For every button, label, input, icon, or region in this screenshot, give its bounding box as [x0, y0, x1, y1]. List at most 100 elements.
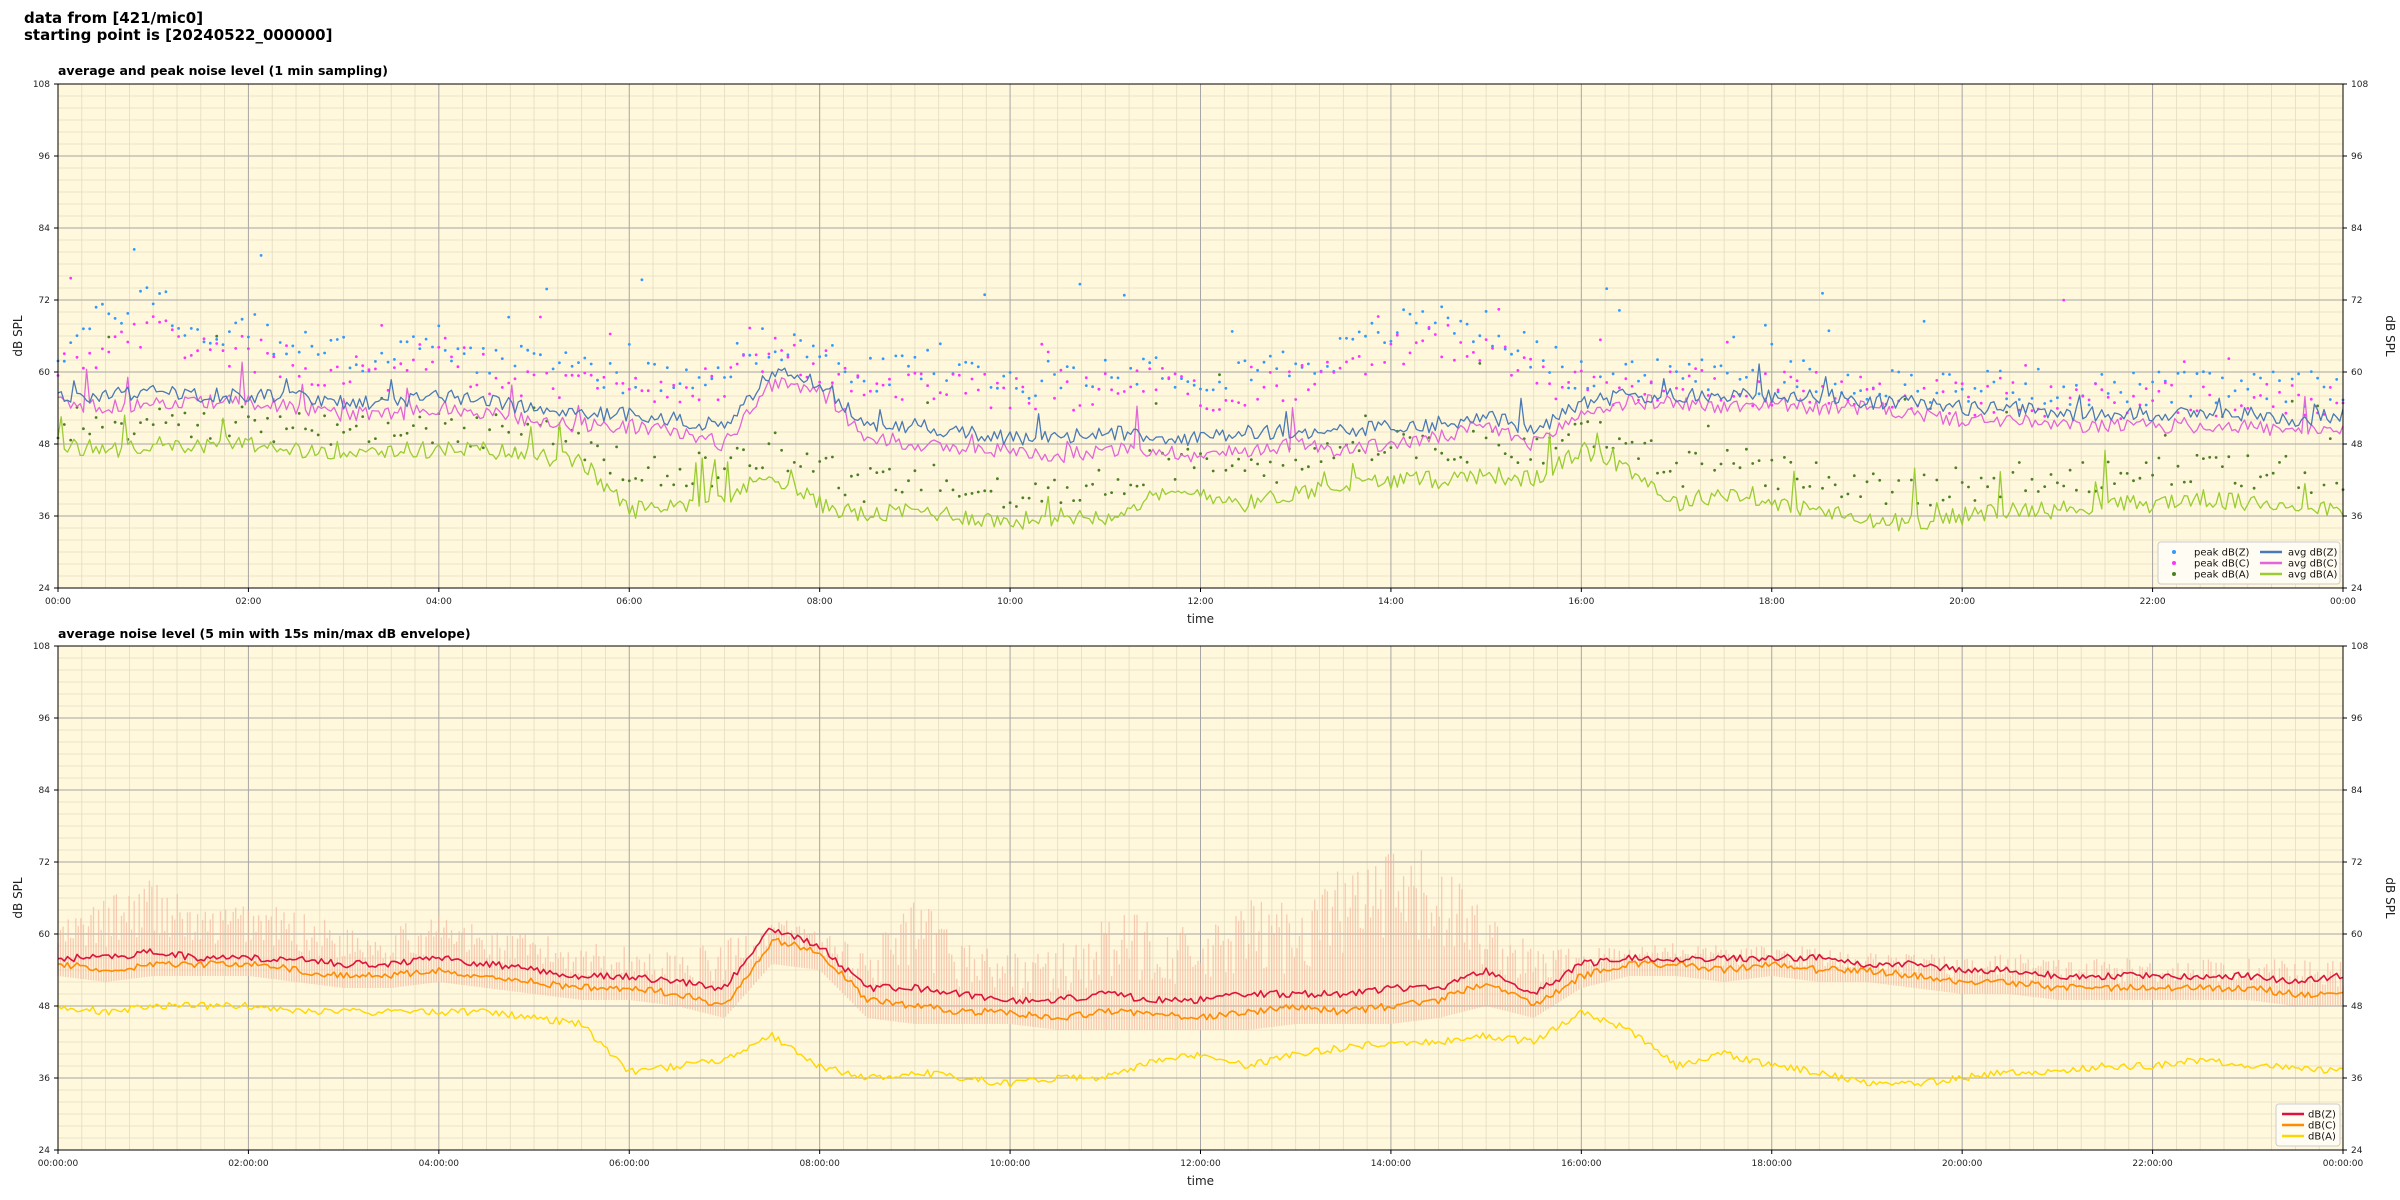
peak-dbc-point — [1027, 401, 1031, 405]
peak-dbc-point — [1256, 397, 1259, 401]
peak-dbc-point — [653, 400, 656, 403]
peak-dbc-point — [1313, 382, 1317, 386]
peak-dbz-point — [831, 344, 834, 347]
peak-dbc-point — [1389, 342, 1393, 346]
peak-dba-point — [1370, 458, 1374, 462]
peak-dbz-point — [539, 353, 542, 357]
peak-dba-point — [266, 416, 269, 420]
peak-dba-point — [583, 458, 587, 462]
peak-dbc-point — [2157, 389, 2161, 393]
peak-dbz-point — [900, 354, 904, 358]
peak-dba-point — [2056, 481, 2059, 485]
peak-dbc-point — [2100, 388, 2104, 392]
peak-dbz-point — [297, 350, 301, 354]
peak-dbc-point — [1433, 333, 1437, 336]
peak-dba-point — [2125, 472, 2129, 475]
peak-dbz-point — [1510, 352, 1513, 356]
peak-dbc-point — [970, 377, 974, 381]
peak-dbz-point — [380, 351, 384, 355]
peak-dbz-point — [1757, 392, 1761, 396]
y-tick-label-right: 84 — [2351, 224, 2363, 234]
peak-dbc-point — [424, 368, 428, 371]
peak-dbz-point — [1161, 377, 1164, 380]
peak-dbc-point — [2144, 387, 2148, 390]
y-tick-label-right: 108 — [2351, 642, 2368, 652]
peak-dbc-point — [310, 383, 314, 386]
peak-dba-point — [1053, 478, 1056, 482]
peak-dba-point — [1618, 437, 1621, 441]
peak-dbc-point — [1871, 387, 1875, 391]
peak-dbz-point — [2227, 395, 2231, 398]
peak-dba-point — [2202, 457, 2205, 460]
peak-dbz-point — [75, 334, 79, 337]
peak-dbz-point — [646, 361, 650, 365]
peak-dbc-point — [2195, 409, 2199, 413]
peak-dbz-point — [659, 389, 663, 393]
peak-dbz-point — [1129, 366, 1133, 370]
y-tick-label: 60 — [39, 368, 51, 378]
peak-dba-point — [1675, 461, 1678, 465]
peak-dbz-point — [545, 287, 549, 291]
peak-dbz-point — [1230, 330, 1234, 333]
peak-dba-point — [69, 438, 73, 442]
peak-dba-point — [799, 465, 802, 468]
peak-dbc-point — [431, 360, 434, 364]
peak-dbc-point — [2328, 386, 2332, 389]
peak-dbc-point — [583, 371, 587, 375]
peak-dbc-point — [1725, 340, 1729, 344]
peak-dba-point — [615, 445, 618, 449]
peak-dbc-point — [983, 372, 987, 376]
peak-dba-point — [2151, 473, 2155, 477]
peak-dbc-point — [672, 383, 676, 387]
peak-dbc-point — [976, 388, 980, 392]
peak-dbz-point — [2214, 401, 2218, 405]
peak-dbc-point — [1332, 371, 1336, 374]
peak-dbc-point — [259, 338, 263, 342]
peak-dbc-point — [1745, 394, 1748, 398]
peak-dbc-point — [602, 375, 606, 379]
y-tick-label: 96 — [39, 152, 51, 162]
peak-dbz-point — [1929, 401, 1932, 404]
peak-dbc-point — [405, 369, 409, 372]
peak-dbz-point — [1180, 377, 1183, 380]
peak-dbc-point — [1541, 365, 1545, 369]
peak-dbc-point — [374, 367, 377, 371]
peak-dbz-point — [488, 371, 491, 375]
peak-dbc-point — [1326, 360, 1329, 364]
peak-dba-point — [564, 439, 568, 443]
peak-dbc-point — [221, 349, 225, 352]
peak-dbc-point — [1249, 365, 1253, 369]
peak-dba-point — [989, 489, 993, 493]
peak-dbc-point — [1751, 404, 1755, 408]
peak-dbz-point — [1554, 345, 1558, 349]
peak-dbc-point — [500, 386, 504, 389]
peak-dbz-point — [2125, 400, 2129, 404]
peak-dba-point — [145, 418, 149, 421]
peak-dbc-point — [202, 337, 206, 341]
peak-dbz-point — [869, 356, 872, 360]
peak-dbc-point — [919, 372, 923, 376]
peak-dba-point — [900, 490, 904, 494]
peak-dbc-point — [323, 384, 326, 387]
peak-dba-point — [1122, 492, 1126, 496]
peak-dbz-point — [348, 366, 352, 370]
peak-dbz-point — [139, 289, 142, 293]
peak-dbz-point — [1326, 365, 1329, 368]
peak-dbc-point — [1890, 405, 1894, 409]
peak-dbc-point — [1764, 372, 1767, 376]
peak-dbz-point — [1599, 375, 1602, 379]
peak-dba-point — [494, 413, 498, 417]
peak-dbz-point — [1015, 387, 1018, 390]
peak-dba-point — [1218, 373, 1221, 377]
peak-dbc-point — [786, 355, 790, 359]
peak-dbz-point — [773, 350, 777, 354]
peak-dba-point — [1091, 482, 1094, 486]
peak-dbc-point — [1973, 413, 1977, 417]
peak-dba-point — [488, 428, 491, 432]
peak-dbc-point — [2094, 382, 2097, 386]
peak-dbc-point — [1529, 357, 1532, 361]
peak-dbc-point — [469, 385, 472, 389]
peak-dba-point — [272, 440, 276, 444]
peak-dba-point — [1021, 496, 1025, 500]
peak-dbc-point — [1700, 369, 1704, 372]
